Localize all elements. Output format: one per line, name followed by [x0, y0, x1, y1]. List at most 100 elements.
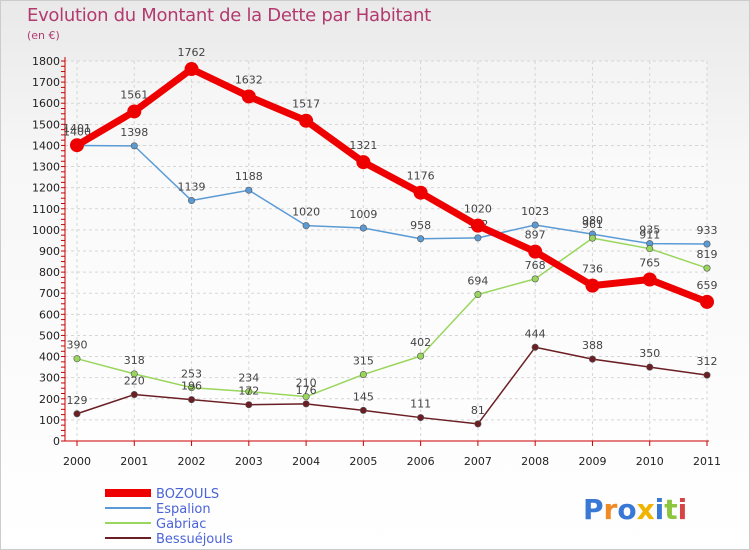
data-point-espalion: [359, 224, 367, 232]
x-tick-label: 2011: [693, 455, 721, 468]
y-tick-label: 1400: [32, 139, 60, 152]
y-tick-label: 600: [39, 308, 60, 321]
data-point-bessuejouls: [417, 414, 425, 422]
chart-title: Evolution du Montant de la Dette par Hab…: [27, 5, 431, 26]
y-tick-label: 100: [39, 414, 60, 427]
data-point-gabriac: [646, 245, 654, 253]
data-point-bessuejouls: [531, 343, 539, 351]
y-tick-label: 500: [39, 329, 60, 342]
data-point-espalion: [302, 222, 310, 230]
data-point-bozouls: [70, 138, 84, 153]
data-point-bozouls: [299, 113, 314, 128]
data-point-bessuejouls: [188, 396, 196, 404]
data-label-bessuejouls: 176: [296, 384, 317, 397]
data-point-espalion: [474, 234, 482, 242]
data-label-gabriac: 819: [697, 248, 718, 261]
series-line-gabriac: [76, 237, 708, 398]
data-label-bessuejouls: 81: [471, 404, 485, 417]
x-tick-label: 2001: [120, 455, 148, 468]
y-tick-label: 800: [39, 266, 60, 279]
data-point-gabriac: [359, 370, 367, 378]
y-tick-label: 900: [39, 245, 60, 258]
data-label-bozouls: 1762: [178, 46, 206, 59]
data-label-gabriac: 402: [410, 336, 431, 349]
data-point-bozouls: [413, 185, 428, 200]
data-label-gabriac: 253: [181, 368, 202, 381]
data-label-espalion: 1139: [178, 181, 206, 194]
data-point-espalion: [417, 235, 425, 243]
data-point-gabriac: [703, 264, 711, 272]
data-label-bessuejouls: 145: [353, 390, 374, 403]
data-point-gabriac: [130, 370, 138, 378]
y-tick-label: 200: [39, 393, 60, 406]
data-point-bozouls: [642, 272, 657, 287]
data-point-gabriac: [588, 234, 596, 242]
data-label-gabriac: 694: [467, 274, 488, 287]
data-label-espalion: 958: [410, 219, 431, 232]
data-point-bozouls: [127, 104, 142, 119]
data-point-espalion: [531, 221, 539, 229]
x-tick-label: 2009: [578, 455, 606, 468]
data-label-gabriac: 315: [353, 355, 374, 368]
data-label-espalion: 1188: [235, 170, 263, 183]
data-label-gabriac: 210: [296, 377, 317, 390]
x-tick-label: 2002: [178, 455, 206, 468]
data-label-espalion: 980: [582, 214, 603, 227]
data-point-bessuejouls: [703, 371, 711, 379]
data-label-bessuejouls: 350: [639, 347, 660, 360]
data-point-gabriac: [302, 393, 310, 401]
series-line-espalion: [76, 144, 708, 245]
data-label-bozouls: 1517: [292, 98, 320, 111]
y-tick-label: 0: [53, 435, 60, 448]
data-point-gabriac: [188, 384, 196, 392]
data-point-bessuejouls: [474, 420, 482, 428]
data-label-gabriac: 911: [639, 229, 660, 242]
data-label-espalion: 933: [697, 224, 718, 237]
x-tick-label: 2010: [636, 455, 664, 468]
data-label-gabriac: 318: [124, 354, 145, 367]
data-label-bozouls: 1176: [407, 170, 435, 183]
y-tick-label: 300: [39, 372, 60, 385]
data-point-bozouls: [585, 278, 600, 293]
data-point-espalion: [703, 240, 711, 248]
data-point-bessuejouls: [130, 391, 138, 399]
y-tick-label: 1700: [32, 76, 60, 89]
data-label-espalion: 935: [639, 224, 660, 237]
data-label-bozouls: 1632: [235, 73, 263, 86]
data-point-espalion: [245, 186, 253, 194]
data-label-bessuejouls: 388: [582, 339, 603, 352]
data-label-bessuejouls: 220: [124, 375, 145, 388]
data-label-bessuejouls: 172: [238, 385, 259, 398]
x-tick-label: 2000: [63, 455, 91, 468]
data-point-bozouls: [528, 244, 543, 259]
data-label-bessuejouls: 312: [697, 355, 718, 368]
data-label-gabriac: 768: [525, 259, 546, 272]
data-label-bessuejouls: 129: [67, 394, 88, 407]
data-label-bozouls: 1401: [63, 122, 91, 135]
data-label-espalion: 1398: [120, 126, 148, 139]
data-point-gabriac: [531, 275, 539, 283]
data-point-bozouls: [184, 62, 199, 77]
y-tick-label: 1000: [32, 224, 60, 237]
data-point-espalion: [188, 197, 196, 205]
data-point-bessuejouls: [646, 363, 654, 371]
y-tick-label: 700: [39, 287, 60, 300]
data-point-bozouls: [700, 294, 714, 309]
data-point-gabriac: [245, 388, 253, 396]
data-label-espalion: 1009: [349, 208, 377, 221]
data-label-espalion: 1400: [63, 125, 91, 138]
data-label-bessuejouls: 196: [181, 380, 202, 393]
y-tick-label: 1500: [32, 118, 60, 131]
data-point-espalion: [130, 142, 138, 150]
legend-label-espalion: Espalion: [156, 502, 211, 517]
data-label-bessuejouls: 444: [525, 327, 546, 340]
x-tick-label: 2008: [521, 455, 549, 468]
legend-label-bessuejouls: Bessuéjouls: [156, 532, 233, 547]
series-line-bessuejouls: [76, 346, 708, 425]
data-point-gabriac: [474, 290, 482, 298]
data-label-espalion: 1023: [521, 205, 549, 218]
x-tick-label: 2006: [407, 455, 435, 468]
data-label-bozouls: 659: [697, 279, 718, 292]
data-point-bessuejouls: [359, 406, 367, 414]
